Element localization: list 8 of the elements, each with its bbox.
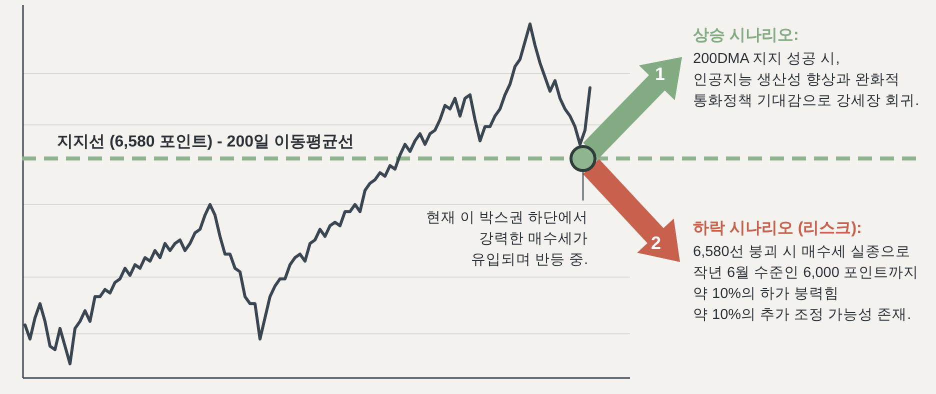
text: 200DMA 지지 성공 시, 인공지능 생산성 향상과 완화적 통화정책 기대감으로 강세장 회귀. bbox=[693, 51, 920, 109]
ref-line-label: 지지선 (6,580 포인트) - 200일 이동평균선 bbox=[57, 134, 354, 151]
text: 6,580선 붕괴 시 매수세 실종으로 작년 6월 수준인 6,000 포인트까지 약 10%의 하가 붕력힘 약 10%의 추가 조정 가능성 존재. bbox=[693, 244, 918, 323]
annotation: 현재 이 박스권 하단에서 강력한 매수세가 유입되며 반등 중. bbox=[426, 210, 588, 268]
text: 2 bbox=[650, 233, 662, 253]
text: 하락 시나리오 (리스크): bbox=[693, 220, 862, 237]
text: 상승 시나리오: bbox=[693, 27, 799, 44]
text: 1 bbox=[654, 64, 666, 84]
